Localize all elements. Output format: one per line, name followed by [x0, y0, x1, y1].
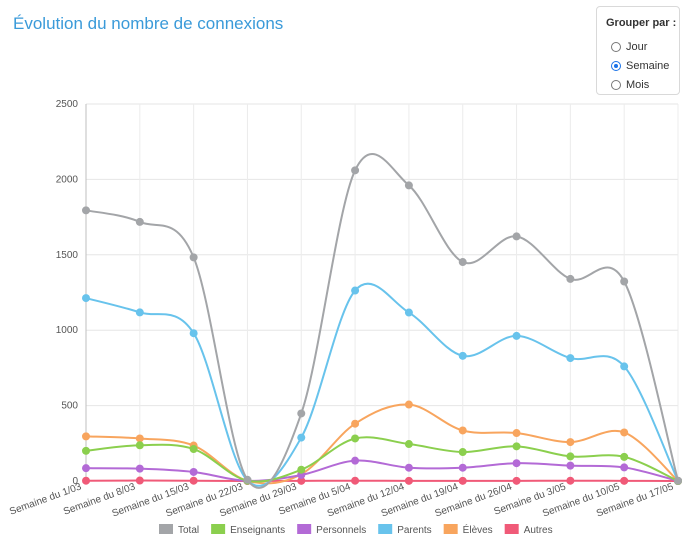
data-point-total — [351, 166, 360, 175]
data-point-autres — [135, 476, 144, 485]
group-option-month[interactable]: Mois — [611, 77, 649, 93]
data-point-enseignants — [458, 448, 467, 457]
data-point-parents — [458, 351, 467, 360]
data-point-enseignants — [135, 441, 144, 450]
legend-label-eleves: Élèves — [463, 523, 493, 536]
legend-label-enseignants: Enseignants — [230, 525, 285, 536]
data-point-autres — [566, 476, 575, 485]
series-line-total — [85, 153, 679, 489]
data-point-eleves — [620, 428, 629, 437]
data-point-enseignants — [297, 465, 306, 474]
legend-swatch-total — [159, 524, 173, 534]
legend-swatch-eleves — [443, 524, 458, 534]
legend-swatch-enseignants — [211, 524, 226, 534]
series-line-eleves — [85, 403, 679, 485]
data-point-enseignants — [566, 452, 575, 461]
data-point-total — [512, 232, 521, 241]
legend-label-autres: Autres — [524, 525, 553, 536]
data-point-parents — [351, 286, 360, 295]
y-tick-label: 2500 — [56, 99, 79, 110]
data-point-total — [674, 476, 682, 485]
data-point-personnels — [135, 464, 144, 473]
data-point-total — [135, 217, 144, 226]
legend-label-parents: Parents — [397, 525, 431, 536]
data-point-parents — [82, 294, 90, 303]
legend-label-personnels: Personnels — [316, 525, 366, 536]
data-point-eleves — [512, 429, 521, 438]
data-point-parents — [297, 433, 306, 442]
data-point-total — [82, 206, 90, 215]
data-point-autres — [620, 476, 629, 485]
group-option-month-label: Mois — [626, 79, 650, 91]
data-point-enseignants — [351, 434, 360, 443]
data-point-autres — [297, 476, 306, 485]
data-point-personnels — [351, 456, 360, 465]
group-by-panel: Grouper par : Jour Semaine Mois — [596, 6, 680, 95]
data-point-parents — [189, 329, 198, 338]
y-tick-label: 1000 — [56, 325, 79, 336]
data-point-total — [243, 475, 252, 484]
data-point-eleves — [351, 419, 360, 428]
data-point-personnels — [566, 461, 575, 470]
series-line-enseignants — [85, 436, 679, 483]
data-point-autres — [82, 476, 90, 485]
radio-day[interactable] — [611, 42, 621, 52]
group-option-week-label: Semaine — [626, 60, 670, 72]
data-point-personnels — [512, 459, 521, 468]
data-point-autres — [189, 476, 198, 485]
y-tick-label: 1500 — [56, 250, 79, 261]
data-point-eleves — [458, 426, 467, 435]
data-point-parents — [512, 331, 521, 340]
data-point-personnels — [189, 467, 198, 476]
data-point-parents — [404, 308, 413, 317]
data-point-enseignants — [512, 442, 521, 451]
legend-swatch-parents — [378, 524, 393, 534]
legend-label-total: Total — [178, 525, 199, 536]
legend-swatch-autres — [504, 524, 519, 534]
data-point-parents — [620, 362, 629, 371]
data-point-enseignants — [189, 445, 198, 454]
data-point-parents — [566, 354, 575, 363]
data-point-enseignants — [82, 446, 90, 455]
data-point-total — [566, 274, 575, 283]
radio-month[interactable] — [611, 80, 621, 90]
y-tick-label: 2000 — [56, 174, 79, 185]
group-option-day-label: Jour — [626, 41, 648, 53]
y-tick-label: 500 — [61, 401, 78, 412]
data-point-autres — [458, 476, 467, 485]
data-point-eleves — [82, 432, 90, 441]
data-point-autres — [351, 476, 360, 485]
data-point-total — [404, 181, 413, 190]
data-point-personnels — [458, 463, 467, 472]
y-tick-label: 0 — [72, 476, 78, 487]
group-by-title: Grouper par : — [606, 17, 677, 29]
data-point-enseignants — [620, 452, 629, 461]
data-point-eleves — [135, 434, 144, 443]
data-point-autres — [512, 476, 521, 485]
data-point-personnels — [620, 463, 629, 472]
data-point-total — [620, 277, 629, 286]
group-option-week[interactable]: Semaine — [611, 58, 669, 74]
radio-week[interactable] — [611, 61, 621, 71]
group-option-day[interactable]: Jour — [611, 39, 647, 55]
data-point-personnels — [404, 463, 413, 472]
data-point-personnels — [82, 464, 90, 473]
page-title: Évolution du nombre de connexions — [13, 14, 284, 33]
data-point-eleves — [566, 438, 575, 447]
data-point-enseignants — [404, 440, 413, 449]
data-point-total — [297, 409, 306, 418]
data-point-total — [458, 258, 467, 267]
data-point-parents — [135, 308, 144, 317]
data-point-autres — [404, 476, 413, 485]
legend-swatch-personnels — [297, 524, 312, 534]
series-line-personnels — [85, 459, 679, 482]
data-point-eleves — [404, 400, 413, 409]
data-point-total — [189, 253, 198, 262]
